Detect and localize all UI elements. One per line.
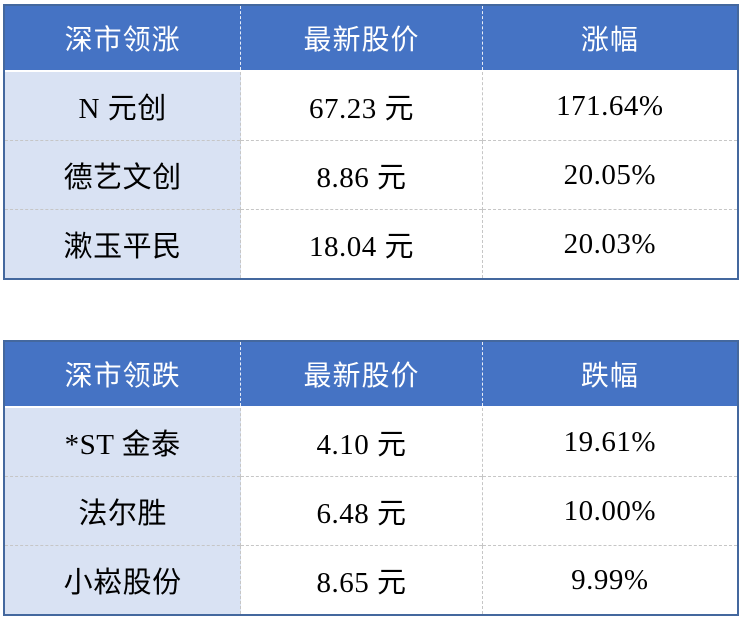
table-row: 德艺文创 8.86 元 20.05% <box>5 140 737 210</box>
stock-name-cell: 法尔胜 <box>5 476 241 546</box>
losers-grid: 深市领跌 最新股价 跌幅 *ST 金泰 4.10 元 19.61% 法尔胜 6.… <box>5 342 737 614</box>
gainers-header-category: 深市领涨 <box>5 6 241 72</box>
gainers-header-change: 涨幅 <box>481 6 737 72</box>
stock-name-cell: N 元创 <box>5 71 241 141</box>
table-row: *ST 金泰 4.10 元 19.61% <box>5 407 737 477</box>
price-cell: 6.48 元 <box>240 476 483 546</box>
stock-name-cell: *ST 金泰 <box>5 407 241 477</box>
price-cell: 8.86 元 <box>240 140 483 210</box>
losers-header-change: 跌幅 <box>481 342 737 408</box>
losers-table: 深市领跌 最新股价 跌幅 *ST 金泰 4.10 元 19.61% 法尔胜 6.… <box>3 340 739 616</box>
table-row: N 元创 67.23 元 171.64% <box>5 71 737 141</box>
losers-header-row: 深市领跌 最新股价 跌幅 <box>5 342 737 408</box>
change-cell: 10.00% <box>481 476 737 546</box>
stock-name-cell: 德艺文创 <box>5 140 241 210</box>
price-cell: 4.10 元 <box>240 407 483 477</box>
stock-name-cell: 小崧股份 <box>5 545 241 614</box>
gainers-table: 深市领涨 最新股价 涨幅 N 元创 67.23 元 171.64% 德艺文创 8… <box>3 4 739 280</box>
gainers-grid: 深市领涨 最新股价 涨幅 N 元创 67.23 元 171.64% 德艺文创 8… <box>5 6 737 278</box>
table-row: 小崧股份 8.65 元 9.99% <box>5 545 737 614</box>
change-cell: 171.64% <box>481 71 737 141</box>
price-cell: 67.23 元 <box>240 71 483 141</box>
losers-header-category: 深市领跌 <box>5 342 241 408</box>
losers-header-price: 最新股价 <box>240 342 483 408</box>
price-cell: 18.04 元 <box>240 209 483 278</box>
change-cell: 19.61% <box>481 407 737 477</box>
change-cell: 20.05% <box>481 140 737 210</box>
table-row: 法尔胜 6.48 元 10.00% <box>5 476 737 546</box>
price-cell: 8.65 元 <box>240 545 483 614</box>
table-row: 漱玉平民 18.04 元 20.03% <box>5 209 737 278</box>
change-cell: 20.03% <box>481 209 737 278</box>
change-cell: 9.99% <box>481 545 737 614</box>
stock-name-cell: 漱玉平民 <box>5 209 241 278</box>
gainers-header-row: 深市领涨 最新股价 涨幅 <box>5 6 737 72</box>
gainers-header-price: 最新股价 <box>240 6 483 72</box>
